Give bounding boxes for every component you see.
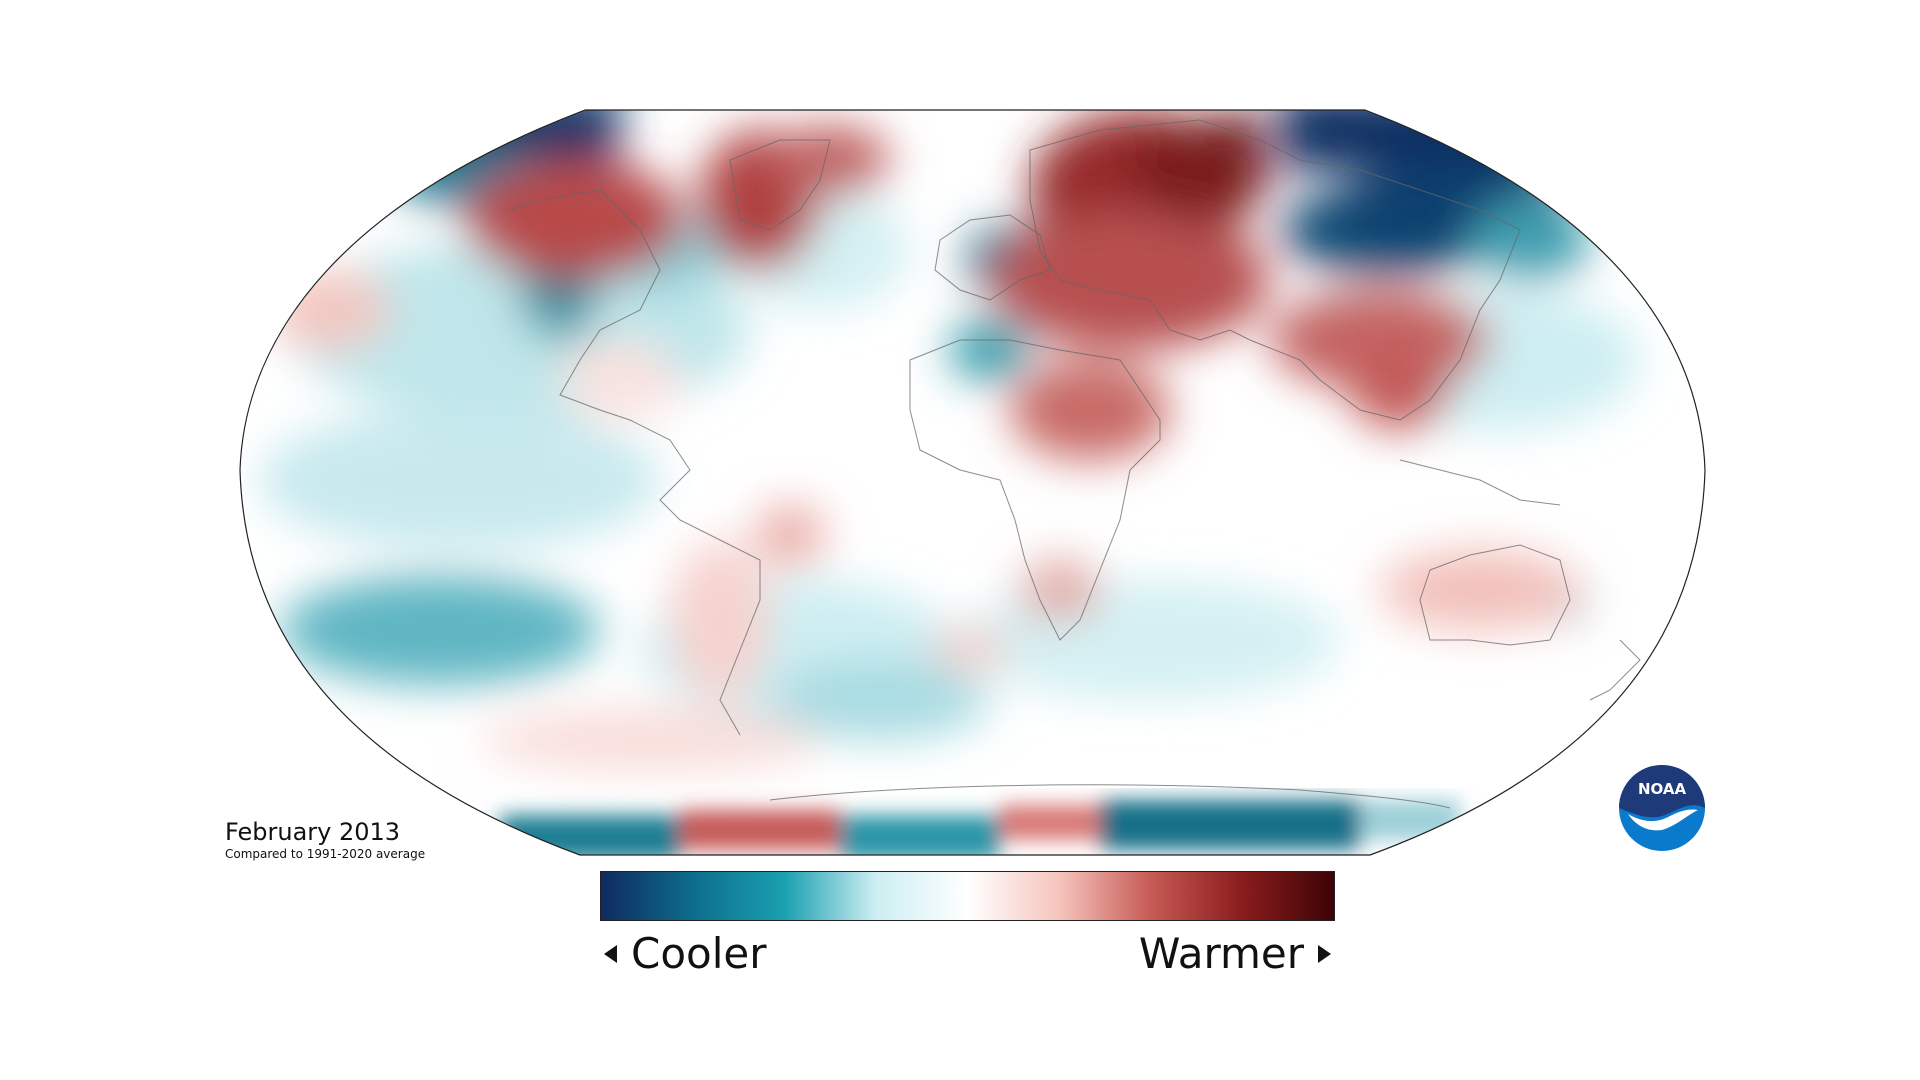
color-legend: Cooler Warmer (600, 871, 1335, 981)
cooler-label: Cooler (631, 929, 767, 978)
warmer-label: Warmer (1138, 929, 1304, 978)
globe-outline (239, 109, 1706, 856)
legend-color-bar (600, 871, 1335, 921)
logo-text: NOAA (1638, 780, 1687, 798)
triangle-left-icon (604, 944, 617, 963)
coastlines (509, 119, 1641, 809)
noaa-logo-icon: NOAA (1619, 765, 1705, 851)
legend-warmer: Warmer (1139, 929, 1331, 978)
legend-cooler: Cooler (604, 929, 767, 978)
triangle-right-icon (1318, 944, 1331, 963)
map-title: February 2013 (225, 818, 401, 846)
anomaly-field (240, 110, 1705, 855)
map-subtitle: Compared to 1991-2020 average (225, 847, 426, 861)
map-caption: February 2013 Compared to 1991-2020 aver… (225, 818, 425, 862)
